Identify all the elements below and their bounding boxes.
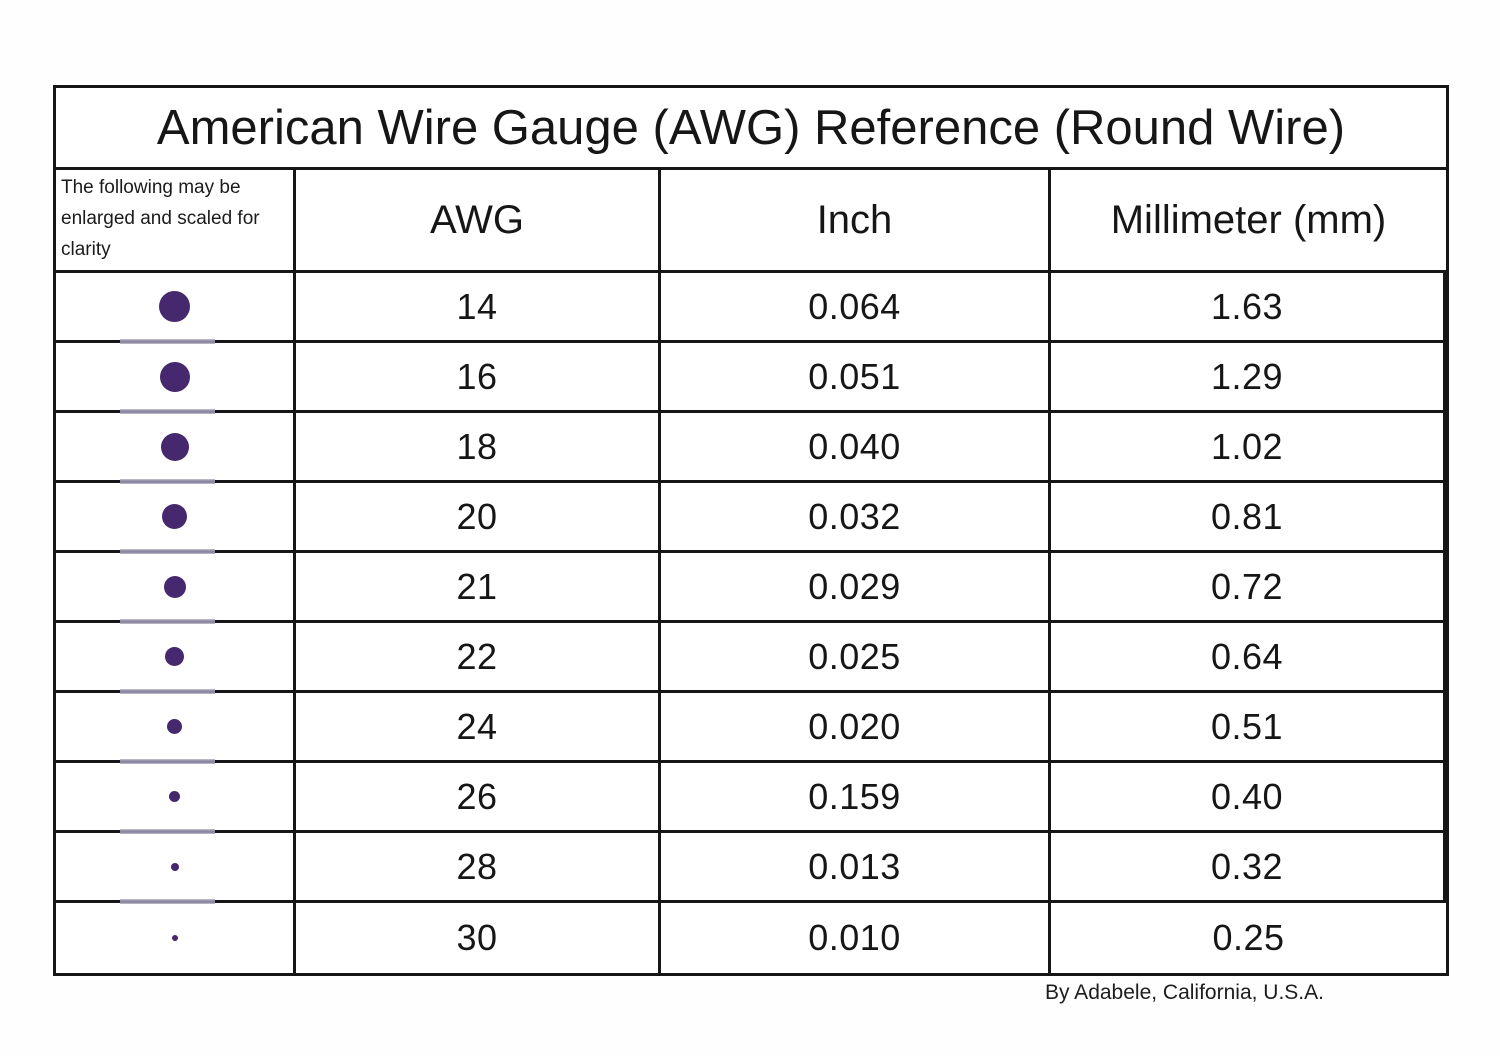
table-row: 22 0.025 0.64 <box>56 623 1446 694</box>
scale-mark-line <box>120 689 215 694</box>
mm-value: 0.25 <box>1212 917 1285 958</box>
wire-size-cell <box>56 833 296 900</box>
table-row: 30 0.010 0.25 <box>56 903 1446 973</box>
inch-value: 0.064 <box>661 273 1051 340</box>
wire-size-cell <box>56 763 296 830</box>
wire-cross-section-dot <box>160 432 189 461</box>
footer-credit: By Adabele, California, U.S.A. <box>1045 981 1324 1004</box>
wire-size-cell <box>56 903 296 973</box>
awg-reference-table: American Wire Gauge (AWG) Reference (Rou… <box>53 85 1449 976</box>
scale-mark-line <box>120 829 215 834</box>
table-title: American Wire Gauge (AWG) Reference (Rou… <box>56 88 1446 170</box>
inch-value: 0.040 <box>661 413 1051 480</box>
wire-cross-section-dot <box>162 504 187 529</box>
scale-mark-line <box>120 479 215 484</box>
awg-value: 28 <box>296 833 661 900</box>
inch-value: 0.051 <box>661 343 1051 410</box>
table-header-row: The following may be enlarged and scaled… <box>56 170 1446 273</box>
scale-mark-line <box>120 549 215 554</box>
awg-value: 20 <box>296 483 661 550</box>
mm-value: 1.63 <box>1051 273 1446 340</box>
table-row: 16 0.051 1.29 <box>56 343 1446 414</box>
table-row: 28 0.013 0.32 <box>56 833 1446 904</box>
mm-value: 1.02 <box>1051 413 1446 480</box>
inch-value: 0.020 <box>661 693 1051 760</box>
wire-cross-section-dot <box>167 719 182 734</box>
mm-value: 0.72 <box>1051 553 1446 620</box>
awg-value: 14 <box>296 273 661 340</box>
table-row: 21 0.029 0.72 <box>56 553 1446 624</box>
wire-cross-section-dot <box>165 647 184 666</box>
scale-mark-line <box>120 759 215 764</box>
wire-cross-section-dot <box>159 361 190 392</box>
mm-value: 1.29 <box>1051 343 1446 410</box>
awg-value: 21 <box>296 553 661 620</box>
wire-cross-section-dot <box>169 791 180 802</box>
inch-value: 0.010 <box>661 903 1051 973</box>
wire-cross-section-dot <box>159 291 190 322</box>
column-header-awg: AWG <box>296 170 661 270</box>
mm-value: 0.64 <box>1051 623 1446 690</box>
awg-value: 24 <box>296 693 661 760</box>
awg-value: 16 <box>296 343 661 410</box>
table-row: 20 0.032 0.81 <box>56 483 1446 554</box>
wire-cross-section-dot <box>171 935 178 941</box>
table-body: 14 0.064 1.63 16 0.051 1.29 18 0.040 1.0… <box>56 273 1446 973</box>
scale-mark-line <box>120 899 215 904</box>
wire-size-cell <box>56 413 296 480</box>
mm-value: 0.32 <box>1051 833 1446 900</box>
awg-value: 18 <box>296 413 661 480</box>
mm-value: 0.51 <box>1051 693 1446 760</box>
wire-size-cell <box>56 273 296 340</box>
wire-size-cell <box>56 693 296 760</box>
awg-value: 26 <box>296 763 661 830</box>
table-row: 26 0.159 0.40 <box>56 763 1446 834</box>
header-note: The following may be enlarged and scaled… <box>56 170 296 270</box>
wire-cross-section-dot <box>170 862 179 871</box>
wire-size-cell <box>56 553 296 620</box>
mm-value: 0.81 <box>1051 483 1446 550</box>
inch-value: 0.032 <box>661 483 1051 550</box>
wire-size-cell <box>56 483 296 550</box>
inch-value: 0.029 <box>661 553 1051 620</box>
table-row: 24 0.020 0.51 <box>56 693 1446 764</box>
table-row: 18 0.040 1.02 <box>56 413 1446 484</box>
scale-mark-line <box>120 339 215 344</box>
inch-value: 0.013 <box>661 833 1051 900</box>
inch-value: 0.159 <box>661 763 1051 830</box>
mm-value: 0.40 <box>1051 763 1446 830</box>
awg-value: 30 <box>296 903 661 973</box>
table-row: 14 0.064 1.63 <box>56 273 1446 344</box>
column-header-mm: Millimeter (mm) <box>1110 197 1387 242</box>
scale-mark-line <box>120 409 215 414</box>
inch-value: 0.025 <box>661 623 1051 690</box>
awg-value: 22 <box>296 623 661 690</box>
column-header-inch: Inch <box>661 170 1051 270</box>
wire-size-cell <box>56 623 296 690</box>
wire-size-cell <box>56 343 296 410</box>
scale-mark-line <box>120 619 215 624</box>
wire-cross-section-dot <box>163 575 186 598</box>
